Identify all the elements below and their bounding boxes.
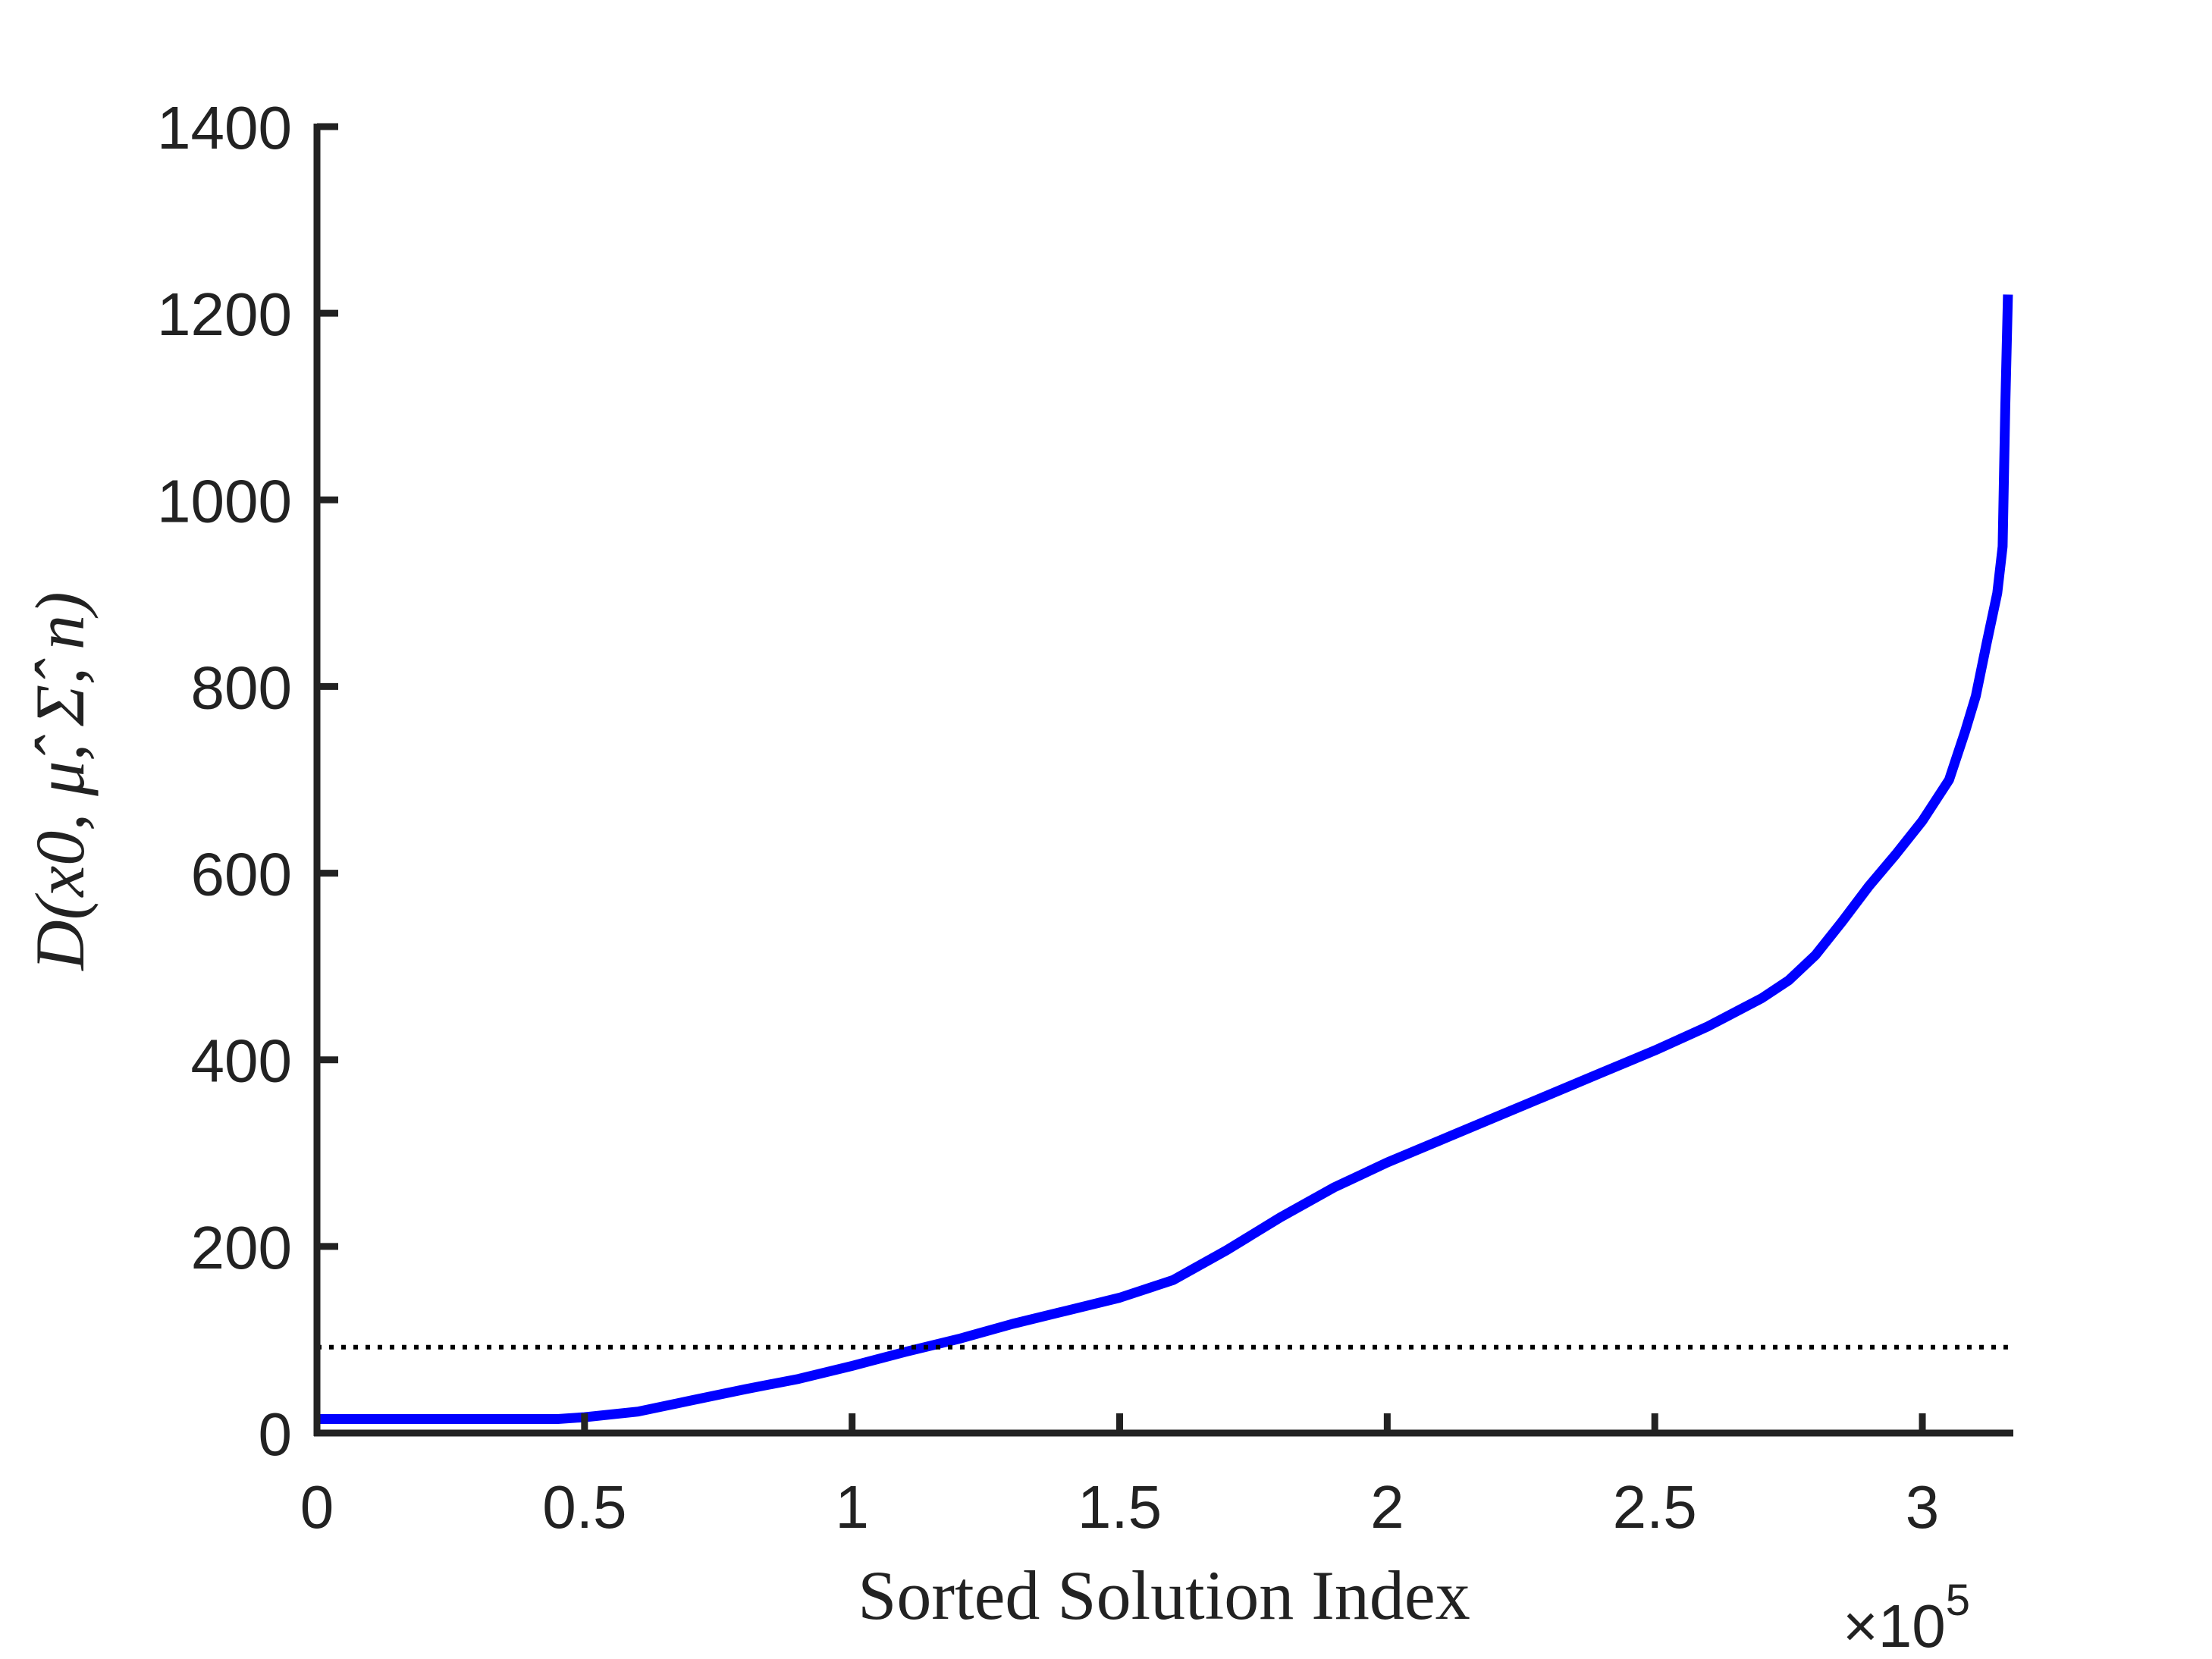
y-tick-label: 1000 [157, 467, 292, 535]
y-tick-label: 800 [191, 654, 292, 721]
x-tick-label: 1 [835, 1473, 869, 1541]
x-axis-label: Sorted Solution Index [858, 1557, 1470, 1634]
x-exponent-base: ×10 [1843, 1592, 1946, 1659]
y-tick-label: 600 [191, 841, 292, 908]
x-ticks: 0 0.5 1 1.5 2 2.5 3 [300, 1413, 1940, 1541]
plot-area [317, 294, 2013, 1424]
x-tick-label: 1.5 [1078, 1473, 1162, 1541]
x-exponent-power: 5 [1946, 1576, 1970, 1625]
y-tick-label: 200 [191, 1214, 292, 1281]
y-axis-label: D(x0, μ̂, Σ̂, n) [21, 591, 99, 971]
y-tick-label: 1400 [157, 94, 292, 162]
series-line-main [317, 294, 2013, 1424]
x-tick-label: 2 [1370, 1473, 1404, 1541]
x-tick-label: 0 [300, 1473, 334, 1541]
axes: 0 0.5 1 1.5 2 2.5 3 0 200 400 600 800 1000 1200 1400 [157, 94, 2013, 1541]
x-tick-label: 0.5 [542, 1473, 626, 1541]
y-tick-label: 1200 [157, 281, 292, 348]
y-tick-label: 0 [259, 1400, 293, 1468]
x-axis-exponent: ×105 [1843, 1576, 1970, 1659]
x-tick-label: 2.5 [1613, 1473, 1697, 1541]
y-tick-label: 400 [191, 1027, 292, 1095]
x-tick-label: 3 [1906, 1473, 1940, 1541]
y-ticks: 0 200 400 600 800 1000 1200 1400 [157, 94, 338, 1468]
